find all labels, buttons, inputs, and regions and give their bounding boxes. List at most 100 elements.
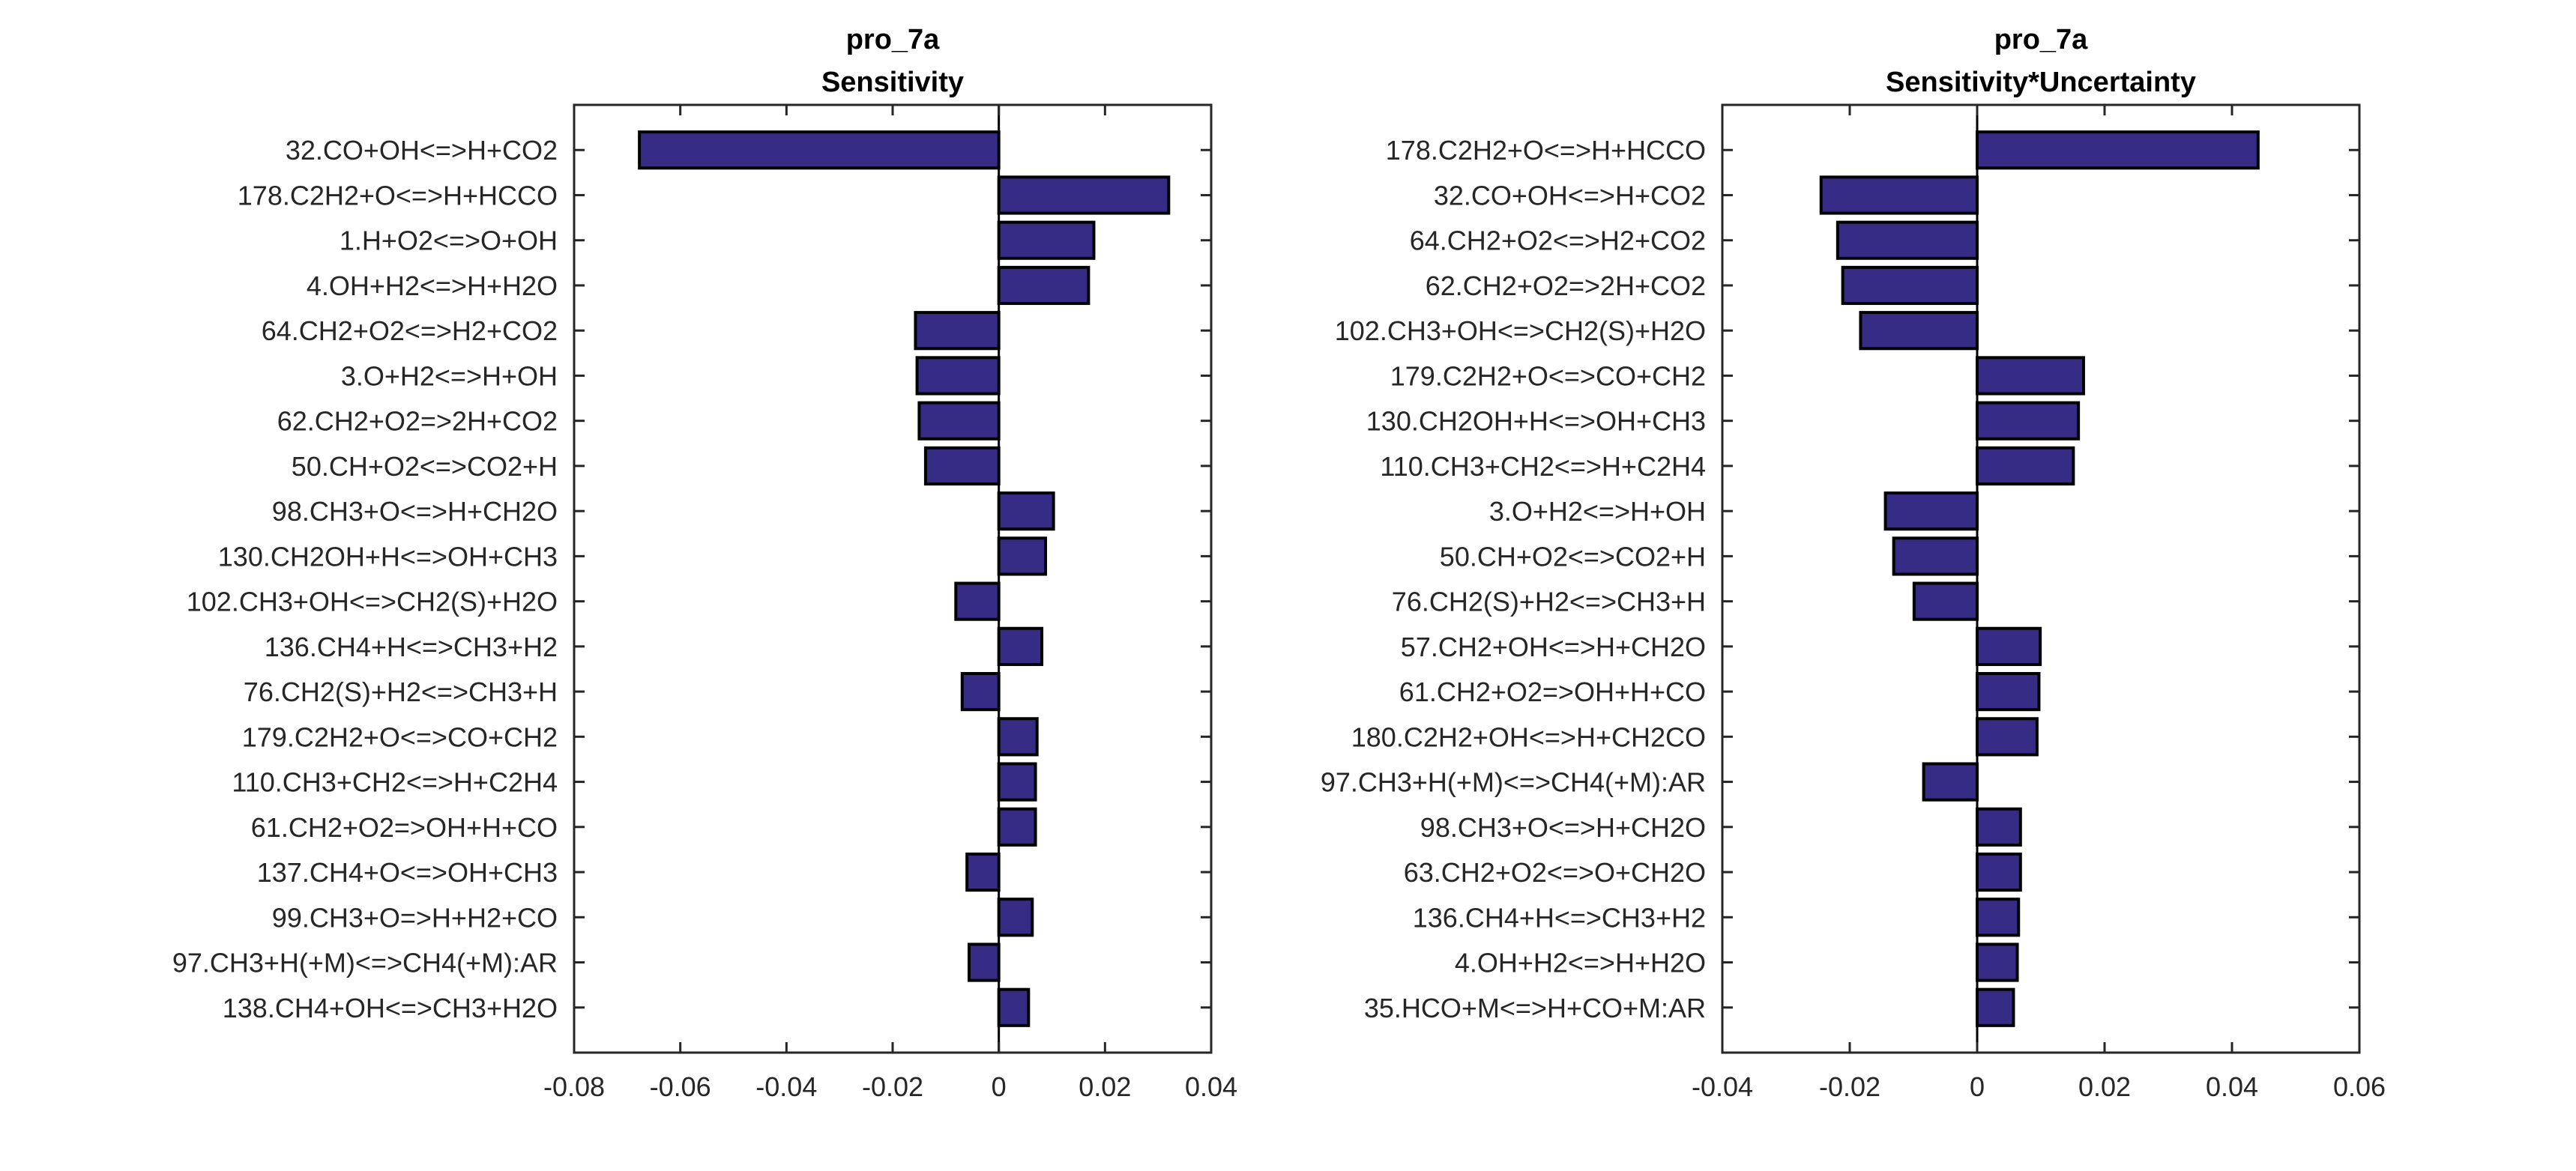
chart-panel-1: pro_7a Sensitivity 32.CO+OH<=>H+CO2 178.C2H… [172,24,1237,1102]
chart-subtitle: Sensitivity [821,67,964,98]
x-tick-label: -0.06 [650,1071,711,1102]
x-tick-label: 0.04 [2206,1071,2258,1102]
bar [1976,807,2022,847]
bar [1859,311,1979,351]
bar [997,175,1171,215]
y-tick-label: 179.C2H2+O<=>CO+CH2 [242,721,558,752]
bar [1883,491,1979,531]
chart-subtitle: Sensitivity*Uncertainty [1886,67,2196,98]
y-tick-label: 98.CH3+O<=>H+CH2O [1420,812,1706,843]
x-tick-label: -0.04 [755,1071,817,1102]
bar [997,987,1031,1027]
x-tick-label: -0.02 [1819,1071,1880,1102]
bar [997,717,1039,757]
bar [1976,130,2260,170]
axes-frame [573,103,1213,1054]
bar [917,401,1001,441]
bar [1892,536,1979,576]
y-tick-label: 102.CH3+OH<=>CH2(S)+H2O [187,587,558,617]
y-tick-label: 99.CH3+O=>H+H2+CO [272,902,558,933]
y-tick-label: 32.CO+OH<=>H+CO2 [1434,180,1706,211]
bar [638,130,1001,170]
axes-frame [1721,103,2361,1054]
y-tick-label: 178.C2H2+O<=>H+HCCO [238,180,558,211]
bar [965,852,1001,892]
y-tick-label: 4.OH+H2<=>H+H2O [307,270,558,301]
y-tick-label: 61.CH2+O2=>OH+H+CO [251,812,558,843]
bar [954,581,1001,621]
y-tick-label: 136.CH4+H<=>CH3+H2 [1413,902,1706,933]
bar [1836,220,1979,260]
bar [997,626,1044,666]
y-tick-label: 180.C2H2+OH<=>H+CH2CO [1351,721,1706,752]
bar [1922,762,1979,802]
y-tick-label: 61.CH2+O2=>OH+H+CO [1399,677,1706,707]
bar [1976,898,2021,937]
y-tick-label: 76.CH2(S)+H2<=>CH3+H [244,677,558,707]
x-tick-label: 0.02 [2078,1071,2131,1102]
y-tick-label: 110.CH3+CH2<=>H+C2H4 [1380,451,1706,482]
y-tick-label: 50.CH+O2<=>CO2+H [1440,541,1706,572]
bar [997,807,1037,847]
y-tick-label: 138.CH4+OH<=>CH3+H2O [223,993,558,1023]
x-tick-label: -0.08 [543,1071,605,1102]
y-tick-label: 64.CH2+O2<=>H2+CO2 [1410,226,1706,256]
x-tick-label: 0.06 [2333,1071,2386,1102]
y-tick-label: 98.CH3+O<=>H+CH2O [272,496,558,527]
y-tick-label: 76.CH2(S)+H2<=>CH3+H [1392,587,1706,617]
y-tick-label: 130.CH2OH+H<=>OH+CH3 [218,541,558,572]
bar [1976,446,2075,485]
x-tick-label: 0 [992,1071,1007,1102]
x-tick-label: 0 [1970,1071,1985,1102]
y-tick-label: 1.H+O2<=>O+OH [340,226,558,256]
bar [1976,626,2042,666]
bar [915,356,1001,396]
bar [997,265,1091,306]
y-tick-label: 130.CH2OH+H<=>OH+CH3 [1366,406,1706,437]
chart-title: pro_7a [846,24,940,55]
bar [1976,672,2041,712]
y-tick-label: 3.O+H2<=>H+OH [1489,496,1706,527]
y-tick-label: 64.CH2+O2<=>H2+CO2 [262,315,558,346]
bar [1976,717,2039,757]
bar [960,672,1001,712]
bar [1912,581,1979,621]
bar [997,220,1096,260]
y-tick-label: 32.CO+OH<=>H+CO2 [286,135,558,166]
y-tick-label: 62.CH2+O2=>2H+CO2 [1426,270,1706,301]
x-tick-label: -0.02 [862,1071,923,1102]
y-tick-label: 63.CH2+O2<=>O+CH2O [1404,857,1706,888]
y-tick-label: 3.O+H2<=>H+OH [341,360,558,391]
bar [1841,265,1979,306]
y-tick-label: 50.CH+O2<=>CO2+H [292,451,558,482]
bar [1819,175,1979,215]
bar [968,942,1001,982]
x-tick-label: 0.04 [1185,1071,1237,1102]
bar [1976,942,2019,982]
y-tick-label: 136.CH4+H<=>CH3+H2 [265,632,558,662]
y-tick-label: 97.CH3+H(+M)<=>CH4(+M):AR [172,948,558,978]
bar [1976,987,2015,1027]
bar [997,898,1034,937]
y-tick-label: 178.C2H2+O<=>H+HCCO [1386,135,1706,166]
y-tick-label: 35.HCO+M<=>H+CO+M:AR [1364,993,1706,1023]
y-tick-label: 62.CH2+O2=>2H+CO2 [277,406,558,437]
y-tick-label: 179.C2H2+O<=>CO+CH2 [1390,360,1706,391]
chart-panel-2: pro_7a Sensitivity*Uncertainty 178.C2H2+O<… [1321,24,2386,1102]
x-tick-label: 0.02 [1079,1071,1131,1102]
y-tick-label: 57.CH2+OH<=>H+CH2O [1401,632,1706,662]
bar [1976,852,2022,892]
y-tick-label: 137.CH4+O<=>OH+CH3 [257,857,558,888]
bar [997,762,1037,802]
x-tick-label: -0.04 [1692,1071,1753,1102]
y-tick-label: 102.CH3+OH<=>CH2(S)+H2O [1335,315,1706,346]
y-tick-label: 110.CH3+CH2<=>H+C2H4 [232,767,558,798]
chart-title: pro_7a [1994,24,2088,55]
bar [914,311,1001,351]
bar [1976,401,2081,441]
y-tick-label: 4.OH+H2<=>H+H2O [1455,948,1706,978]
bar [1976,356,2085,396]
y-tick-label: 97.CH3+H(+M)<=>CH4(+M):AR [1321,767,1706,798]
bar [923,446,1001,485]
